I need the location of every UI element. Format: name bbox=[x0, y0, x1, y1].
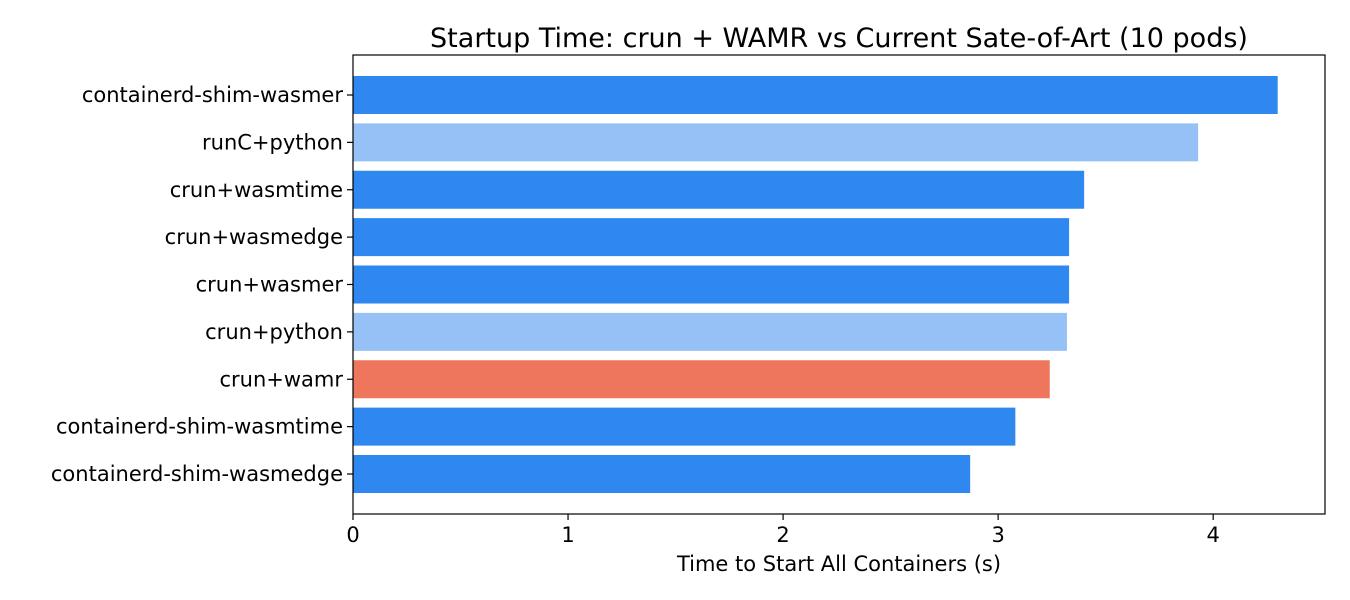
x-tick-label: 0 bbox=[346, 523, 359, 547]
bar-crun+wasmtime bbox=[353, 170, 1085, 209]
category-label: crun+python bbox=[205, 320, 343, 344]
category-label: containerd-shim-wasmedge bbox=[51, 462, 343, 486]
category-label: crun+wasmer bbox=[196, 273, 344, 297]
x-tick-label: 1 bbox=[561, 523, 574, 547]
plot-frame bbox=[352, 54, 1326, 515]
category-label: crun+wasmedge bbox=[165, 225, 343, 249]
category-label: crun+wasmtime bbox=[170, 178, 343, 202]
bar-containerd-shim-wasmtime bbox=[353, 407, 1016, 446]
x-tick-label: 3 bbox=[991, 523, 1004, 547]
category-label: containerd-shim-wasmtime bbox=[56, 415, 343, 439]
bar-crun+wamr bbox=[353, 360, 1050, 399]
bar-crun+wasmedge bbox=[353, 218, 1070, 257]
x-axis-label: Time to Start All Containers (s) bbox=[676, 552, 1001, 576]
chart-title: Startup Time: crun + WAMR vs Current Sat… bbox=[430, 23, 1248, 54]
bar-runC+python bbox=[353, 123, 1199, 162]
category-label: containerd-shim-wasmer bbox=[82, 83, 344, 107]
bars-group bbox=[353, 76, 1278, 493]
x-tick-label: 4 bbox=[1206, 523, 1219, 547]
x-axis-ticks: 0 1 2 3 4 bbox=[346, 514, 1220, 547]
bar-crun+wasmer bbox=[353, 265, 1070, 304]
x-tick-label: 2 bbox=[776, 523, 789, 547]
category-labels: containerd-shim-wasmer runC+python crun+wa… bbox=[51, 83, 353, 486]
category-label: crun+wamr bbox=[219, 367, 343, 391]
category-label: runC+python bbox=[202, 130, 343, 154]
bar-containerd-shim-wasmer bbox=[353, 76, 1278, 114]
bar-crun+python bbox=[353, 312, 1067, 351]
bar-containerd-shim-wasmedge bbox=[353, 455, 971, 493]
